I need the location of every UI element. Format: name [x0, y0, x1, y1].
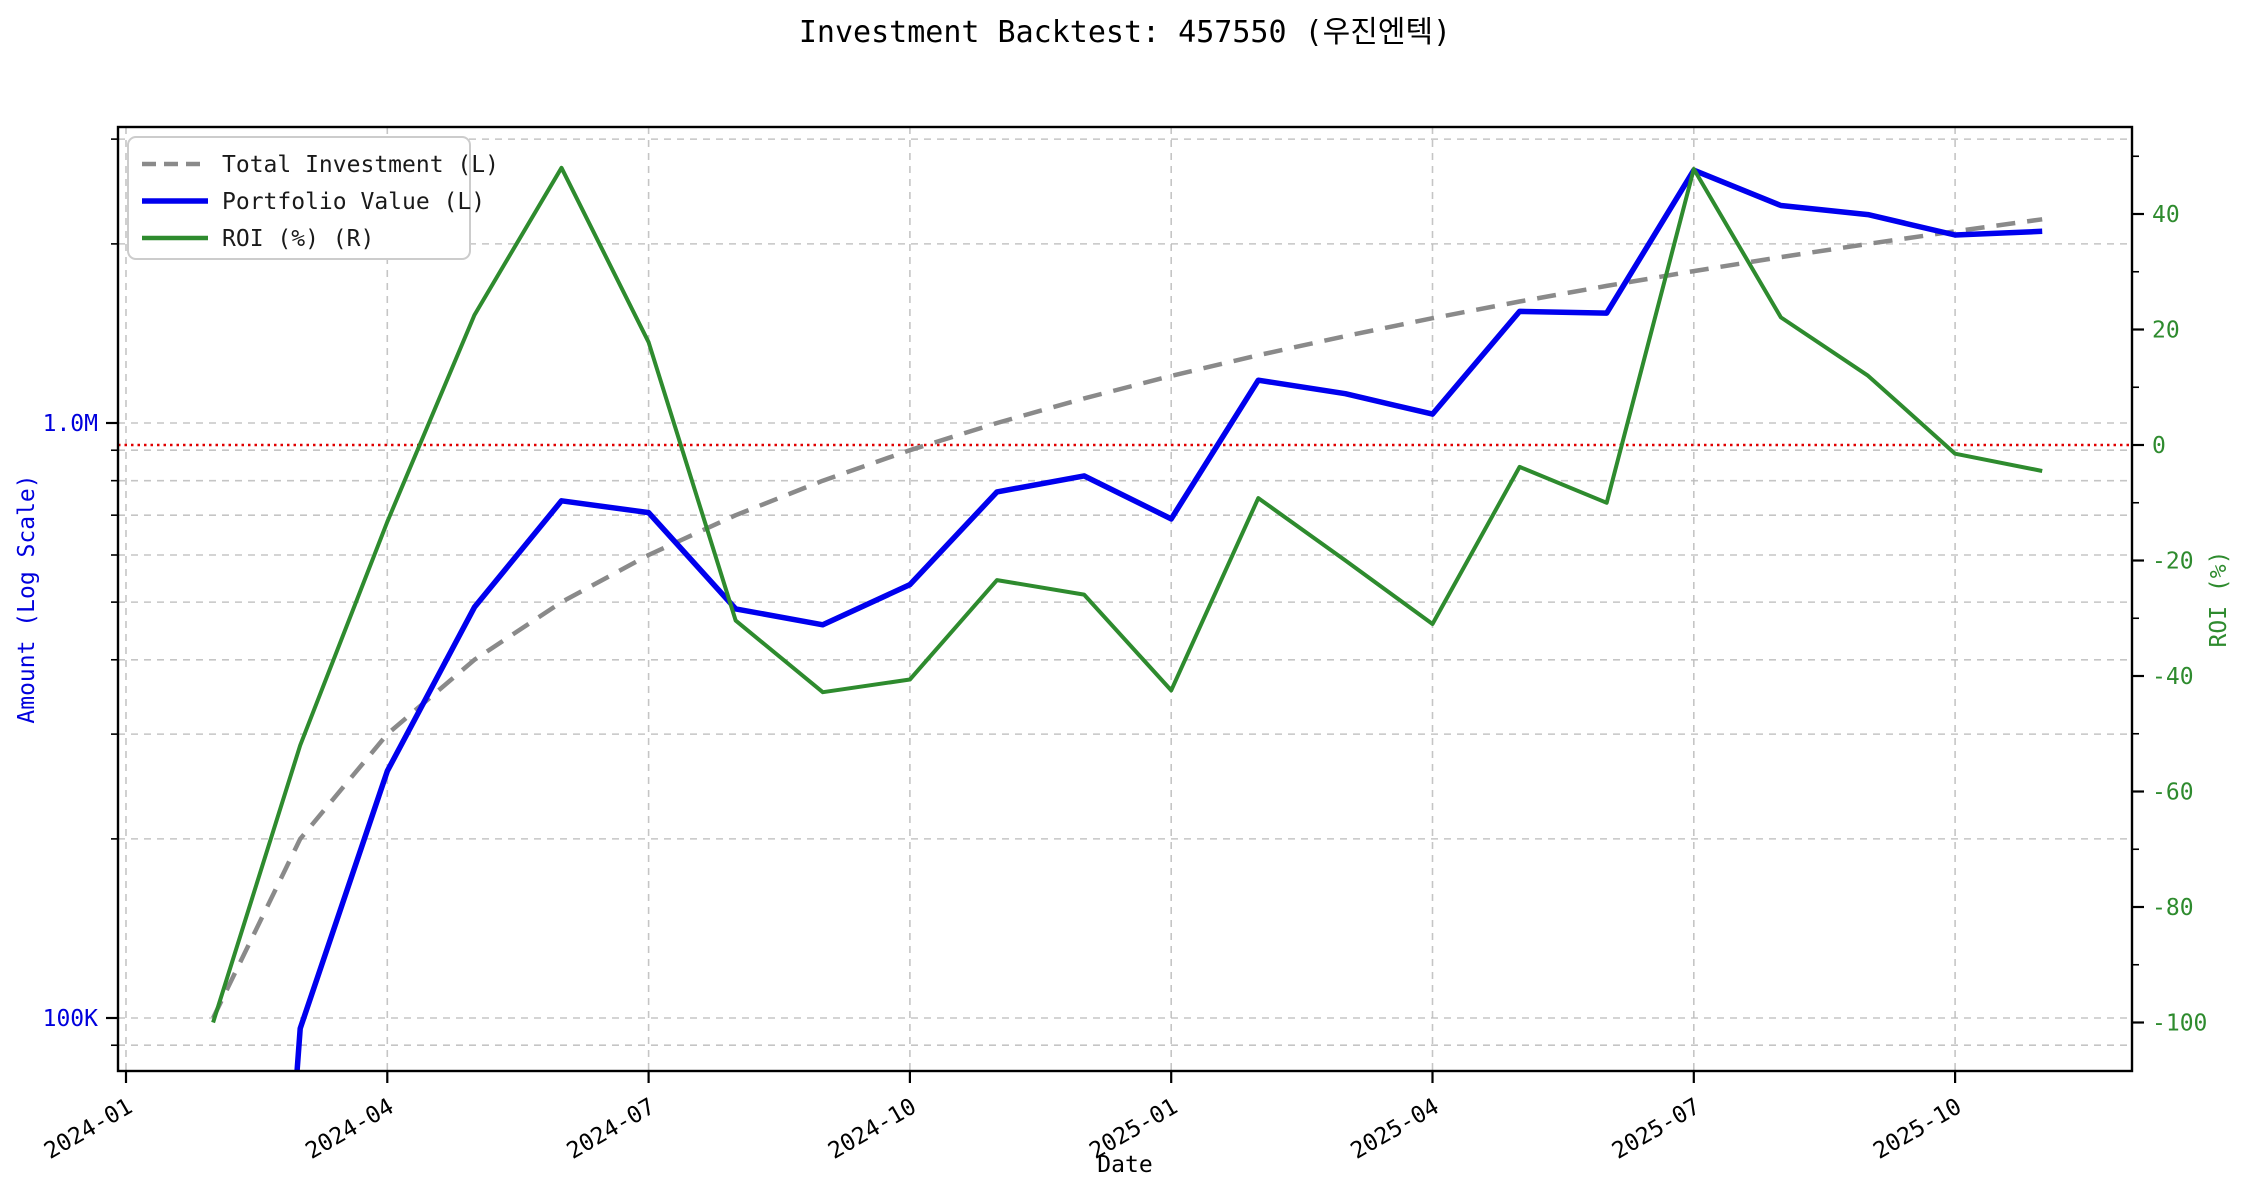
- total-investment-line: [211, 217, 2043, 1019]
- axis-ticks: 1.0M 100K 40 20 0 -20 -40 -60 -80 -100 2024-01 2024…: [40, 138, 2207, 1165]
- right-tick-label: 0: [2152, 433, 2166, 459]
- right-tick-label: -100: [2152, 1011, 2207, 1037]
- legend: Total Investment (L) Portfolio Value (L) R…: [127, 136, 499, 260]
- legend-label-2: Portfolio Value (L): [222, 189, 485, 215]
- x-tick-label: 2024-10: [824, 1094, 921, 1165]
- x-tick-label: 2025-07: [1608, 1094, 1705, 1165]
- left-axis-title: Amount (Log Scale): [14, 474, 40, 723]
- right-tick-label: -80: [2152, 895, 2194, 921]
- x-tick-label: 2025-04: [1347, 1094, 1444, 1165]
- right-tick-label: 20: [2152, 318, 2180, 344]
- right-tick-label: -40: [2152, 664, 2194, 690]
- legend-box: [127, 136, 471, 260]
- plot-border: [116, 125, 2134, 1073]
- data-series: [211, 165, 2043, 1071]
- portfolio-value-line: [294, 167, 2043, 1071]
- x-tick-label: 2024-01: [40, 1094, 137, 1165]
- right-tick-label: 40: [2152, 202, 2180, 228]
- left-tick-label: 100K: [43, 1006, 99, 1032]
- x-axis-title: Date: [1097, 1152, 1152, 1178]
- legend-label-1: Total Investment (L): [222, 152, 499, 178]
- right-tick-label: -20: [2152, 549, 2194, 575]
- chart-title: Investment Backtest: 457550 (우진엔텍): [799, 15, 1451, 50]
- x-tick-label: 2024-07: [563, 1094, 660, 1165]
- right-axis-title: ROI (%): [2206, 551, 2232, 648]
- right-tick-label: -60: [2152, 780, 2194, 806]
- left-tick-label: 1.0M: [43, 411, 98, 437]
- legend-label-3: ROI (%) (R): [222, 226, 374, 252]
- x-tick-label: 2024-04: [301, 1094, 398, 1165]
- roi-line: [211, 165, 2043, 1024]
- x-tick-label: 2025-10: [1869, 1094, 1966, 1165]
- grid-lines: [118, 127, 2132, 1071]
